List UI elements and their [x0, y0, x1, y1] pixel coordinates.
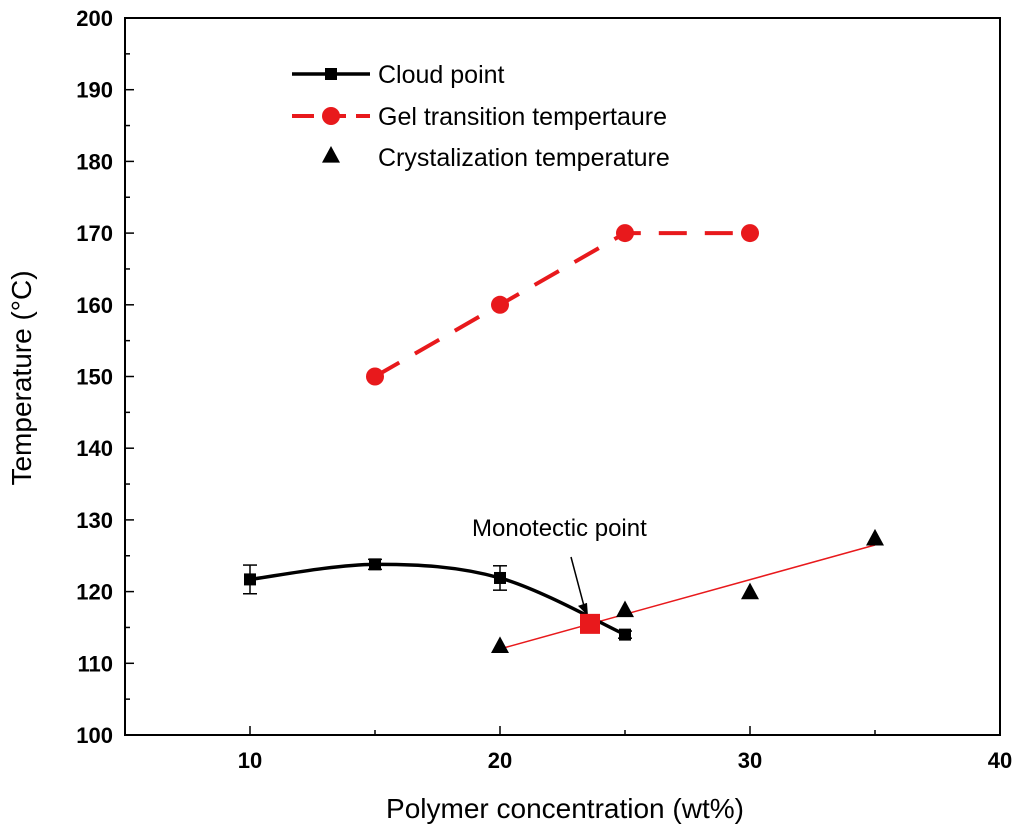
legend-label: Cloud point	[378, 61, 505, 89]
x-axis-title: Polymer concentration (wt%)	[386, 793, 744, 824]
legend-label: Crystalization temperature	[378, 144, 670, 172]
y-tick-label: 130	[76, 508, 113, 533]
y-tick-label: 180	[76, 149, 113, 174]
crystallization-marker	[866, 528, 884, 546]
gel-transition-marker	[741, 224, 759, 243]
cloud-point-marker	[619, 628, 631, 641]
crystallization-fit-line	[499, 544, 876, 650]
crystallization-marker	[741, 582, 759, 600]
y-tick-label: 120	[76, 580, 113, 605]
y-tick-label: 140	[76, 436, 113, 461]
gel-transition-marker	[616, 224, 634, 243]
x-tick-label: 30	[738, 748, 762, 773]
annotation-label: Monotectic point	[472, 515, 647, 542]
y-tick-label: 100	[76, 723, 113, 748]
crystallization-marker	[616, 600, 634, 618]
y-tick-label: 110	[78, 651, 114, 676]
y-axis-title: Temperature (°C)	[6, 270, 37, 485]
monotectic-point-marker	[580, 613, 600, 634]
cloud-point-curve	[249, 562, 626, 637]
legend-gel-transition-marker	[322, 107, 340, 125]
y-tick-label: 190	[76, 78, 113, 103]
x-tick-label: 10	[238, 748, 262, 773]
legend-label: Gel transition tempertaure	[378, 103, 667, 131]
x-tick-label: 20	[488, 748, 512, 773]
gel-transition-marker	[366, 367, 384, 386]
legend-crystallization-marker	[322, 146, 340, 163]
cloud-point-marker	[494, 571, 506, 584]
annotation-arrow-head	[578, 602, 588, 616]
crystallization-marker	[491, 636, 509, 654]
y-tick-label: 200	[76, 6, 113, 31]
legend-cloud-point-marker	[325, 68, 337, 80]
cloud-point-marker	[244, 573, 256, 586]
cloud-point-marker	[369, 558, 381, 571]
y-tick-label: 170	[76, 221, 113, 246]
x-tick-label: 40	[988, 748, 1012, 773]
gel-transition-marker	[491, 295, 509, 314]
y-tick-label: 150	[76, 365, 113, 390]
y-tick-label: 160	[76, 293, 113, 318]
gel-transition-line	[374, 231, 750, 379]
annotation-arrow-shaft	[570, 556, 586, 611]
